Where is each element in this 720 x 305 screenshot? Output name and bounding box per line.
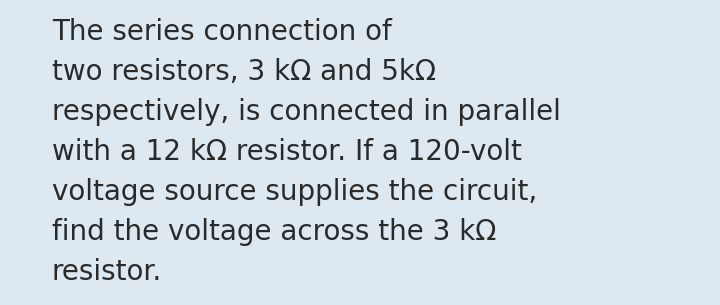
Text: with a 12 kΩ resistor. If a 120-volt: with a 12 kΩ resistor. If a 120-volt [52, 138, 522, 166]
Text: resistor.: resistor. [52, 258, 162, 286]
Text: find the voltage across the 3 kΩ: find the voltage across the 3 kΩ [52, 218, 496, 246]
Text: two resistors, 3 kΩ and 5kΩ: two resistors, 3 kΩ and 5kΩ [52, 58, 436, 86]
Text: voltage source supplies the circuit,: voltage source supplies the circuit, [52, 178, 537, 206]
Text: respectively, is connected in parallel: respectively, is connected in parallel [52, 98, 561, 126]
Text: The series connection of: The series connection of [52, 18, 392, 46]
